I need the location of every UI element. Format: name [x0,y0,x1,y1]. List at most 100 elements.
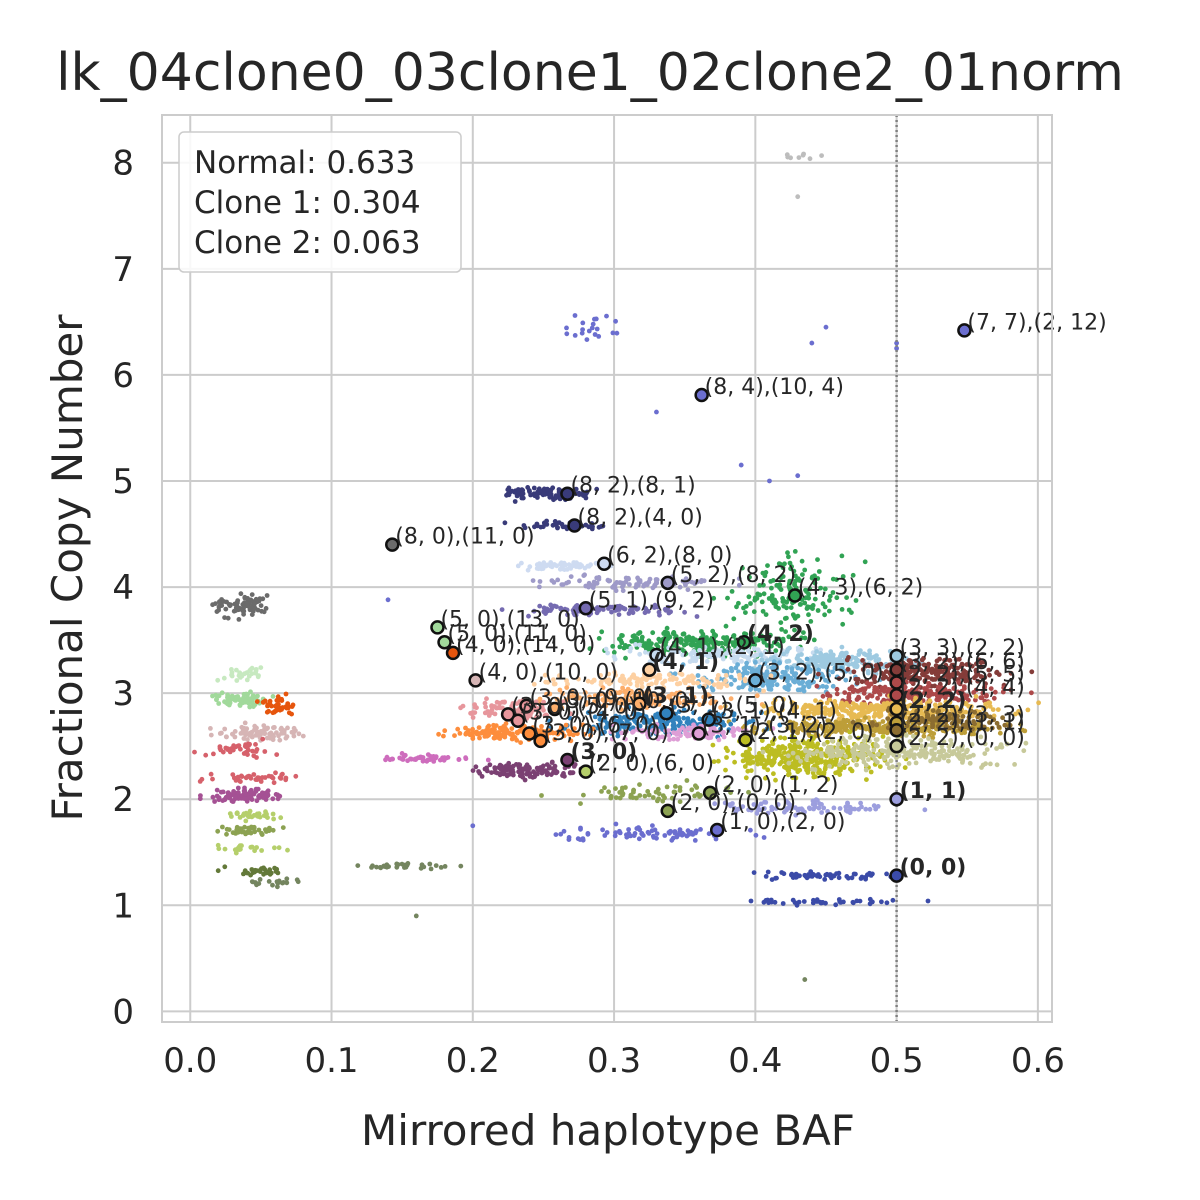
data-point [239,843,244,849]
data-point [241,871,246,877]
data-point [827,598,832,603]
data-point [818,585,823,591]
data-point [890,897,896,903]
data-point [728,666,734,671]
data-point [820,657,826,663]
data-point [259,848,264,853]
data-point [873,742,879,747]
data-point [661,685,667,690]
data-point [822,586,828,592]
data-point [677,681,683,686]
data-point [718,684,724,690]
data-point [724,755,729,760]
data-point [926,681,932,686]
data-point [682,728,688,734]
data-point [281,880,286,885]
data-point [761,591,767,597]
data-point [844,708,850,714]
data-point [762,661,768,666]
data-point [964,673,970,678]
data-point [259,830,264,836]
data-point [869,693,875,699]
data-point [438,865,444,870]
data-point [576,676,581,682]
data-point [872,674,878,680]
data-point [784,599,790,605]
data-point [578,801,583,806]
data-point [244,601,250,607]
data-point [646,609,651,614]
data-point [538,524,544,530]
data-point [534,566,540,571]
data-point [571,560,577,565]
data-point [771,663,777,669]
data-point [672,671,678,677]
data-point [280,825,286,830]
data-point [988,686,994,691]
data-point [250,826,256,831]
data-point [564,685,570,690]
data-point [260,790,265,796]
data-point [753,660,758,665]
data-point [210,693,215,699]
data-point [593,316,599,322]
data-point [283,775,289,781]
data-point [861,690,867,696]
data-point [710,742,716,748]
data-point [614,607,620,613]
data-point [530,578,536,583]
data-point [836,749,841,755]
data-point [256,673,261,678]
data-point [974,661,979,667]
data-point [482,700,488,706]
data-point [928,668,934,674]
data-point [843,677,849,683]
data-point [933,672,939,677]
data-point [547,494,553,500]
data-point [779,674,784,680]
data-point [219,690,225,696]
data-point [554,494,559,500]
data-point [681,678,687,684]
data-point [266,708,271,714]
data-point [667,651,673,657]
data-point [270,737,276,743]
data-point [234,695,240,701]
data-point [272,845,277,851]
data-point [208,771,214,777]
data-point [839,644,845,650]
data-point [762,676,768,682]
data-point [859,679,865,685]
data-point [832,665,838,671]
data-point [656,796,661,802]
data-point [549,578,555,583]
data-point [782,561,787,567]
data-point [780,901,786,906]
data-point [704,659,710,664]
data-point [761,764,767,770]
data-point [863,876,868,882]
data-point [908,679,914,685]
data-point [243,699,249,704]
data-point [836,676,842,682]
data-point [670,677,675,682]
data-point [247,741,253,747]
data-point [830,669,835,675]
data-point [960,695,966,701]
data-point [802,567,808,573]
data-point [681,702,687,707]
data-point [768,687,774,692]
data-point [951,695,957,701]
data-point [580,836,586,841]
data-point [656,791,662,797]
data-point [982,751,988,756]
data-point [827,763,832,769]
data-point [1008,687,1014,693]
data-point [254,755,259,760]
data-point [946,758,951,764]
data-point [662,678,668,684]
data-point [865,695,870,700]
data-point [885,741,890,747]
data-point [650,585,656,591]
data-point [768,673,774,679]
